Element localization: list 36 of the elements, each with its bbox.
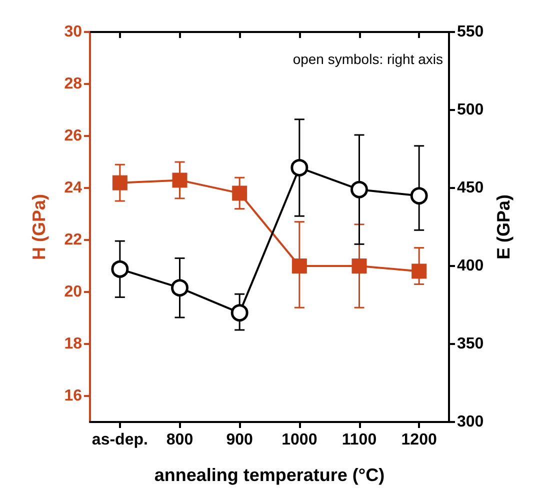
y-tick-label: 22 [64, 232, 82, 248]
point [352, 258, 367, 274]
point [112, 175, 128, 190]
point [292, 258, 307, 274]
y2-tick-label: 500 [457, 102, 484, 118]
point [111, 260, 129, 278]
y-tick-label: 20 [64, 284, 82, 300]
point [172, 172, 188, 188]
y-tick-label: 30 [64, 24, 82, 40]
y-axis-title: H (GPa) [29, 194, 49, 260]
x-tick-label: 800 [166, 432, 194, 448]
point [412, 264, 427, 279]
x-tick-label: as-dep. [92, 432, 148, 448]
point [232, 186, 248, 201]
point [410, 187, 428, 205]
point [350, 180, 368, 198]
y-tick-label: 18 [64, 336, 82, 352]
x-tick-label: 1100 [342, 432, 377, 448]
annotation: open symbols: right axis [292, 51, 444, 67]
x-tick-label: 900 [226, 432, 254, 448]
y2-axis-title: E (GPa) [494, 194, 514, 260]
y2-tick-label: 400 [457, 258, 484, 274]
x-tick-label: 1200 [401, 432, 437, 448]
x-axis-title: annealing temperature (°C) [154, 465, 385, 485]
y2-tick-label: 450 [457, 180, 484, 196]
y-tick-label: 24 [64, 180, 82, 196]
y2-tick-label: 300 [457, 414, 484, 430]
point [290, 158, 308, 176]
point [230, 304, 248, 322]
y2-tick-label: 350 [457, 336, 484, 352]
point [171, 279, 188, 297]
x-tick-label: 1000 [282, 432, 318, 448]
y-tick-label: 26 [64, 128, 82, 144]
y2-tick-label: 550 [457, 24, 484, 40]
y-tick-label: 28 [64, 76, 82, 92]
y-tick-label: 16 [64, 388, 82, 404]
